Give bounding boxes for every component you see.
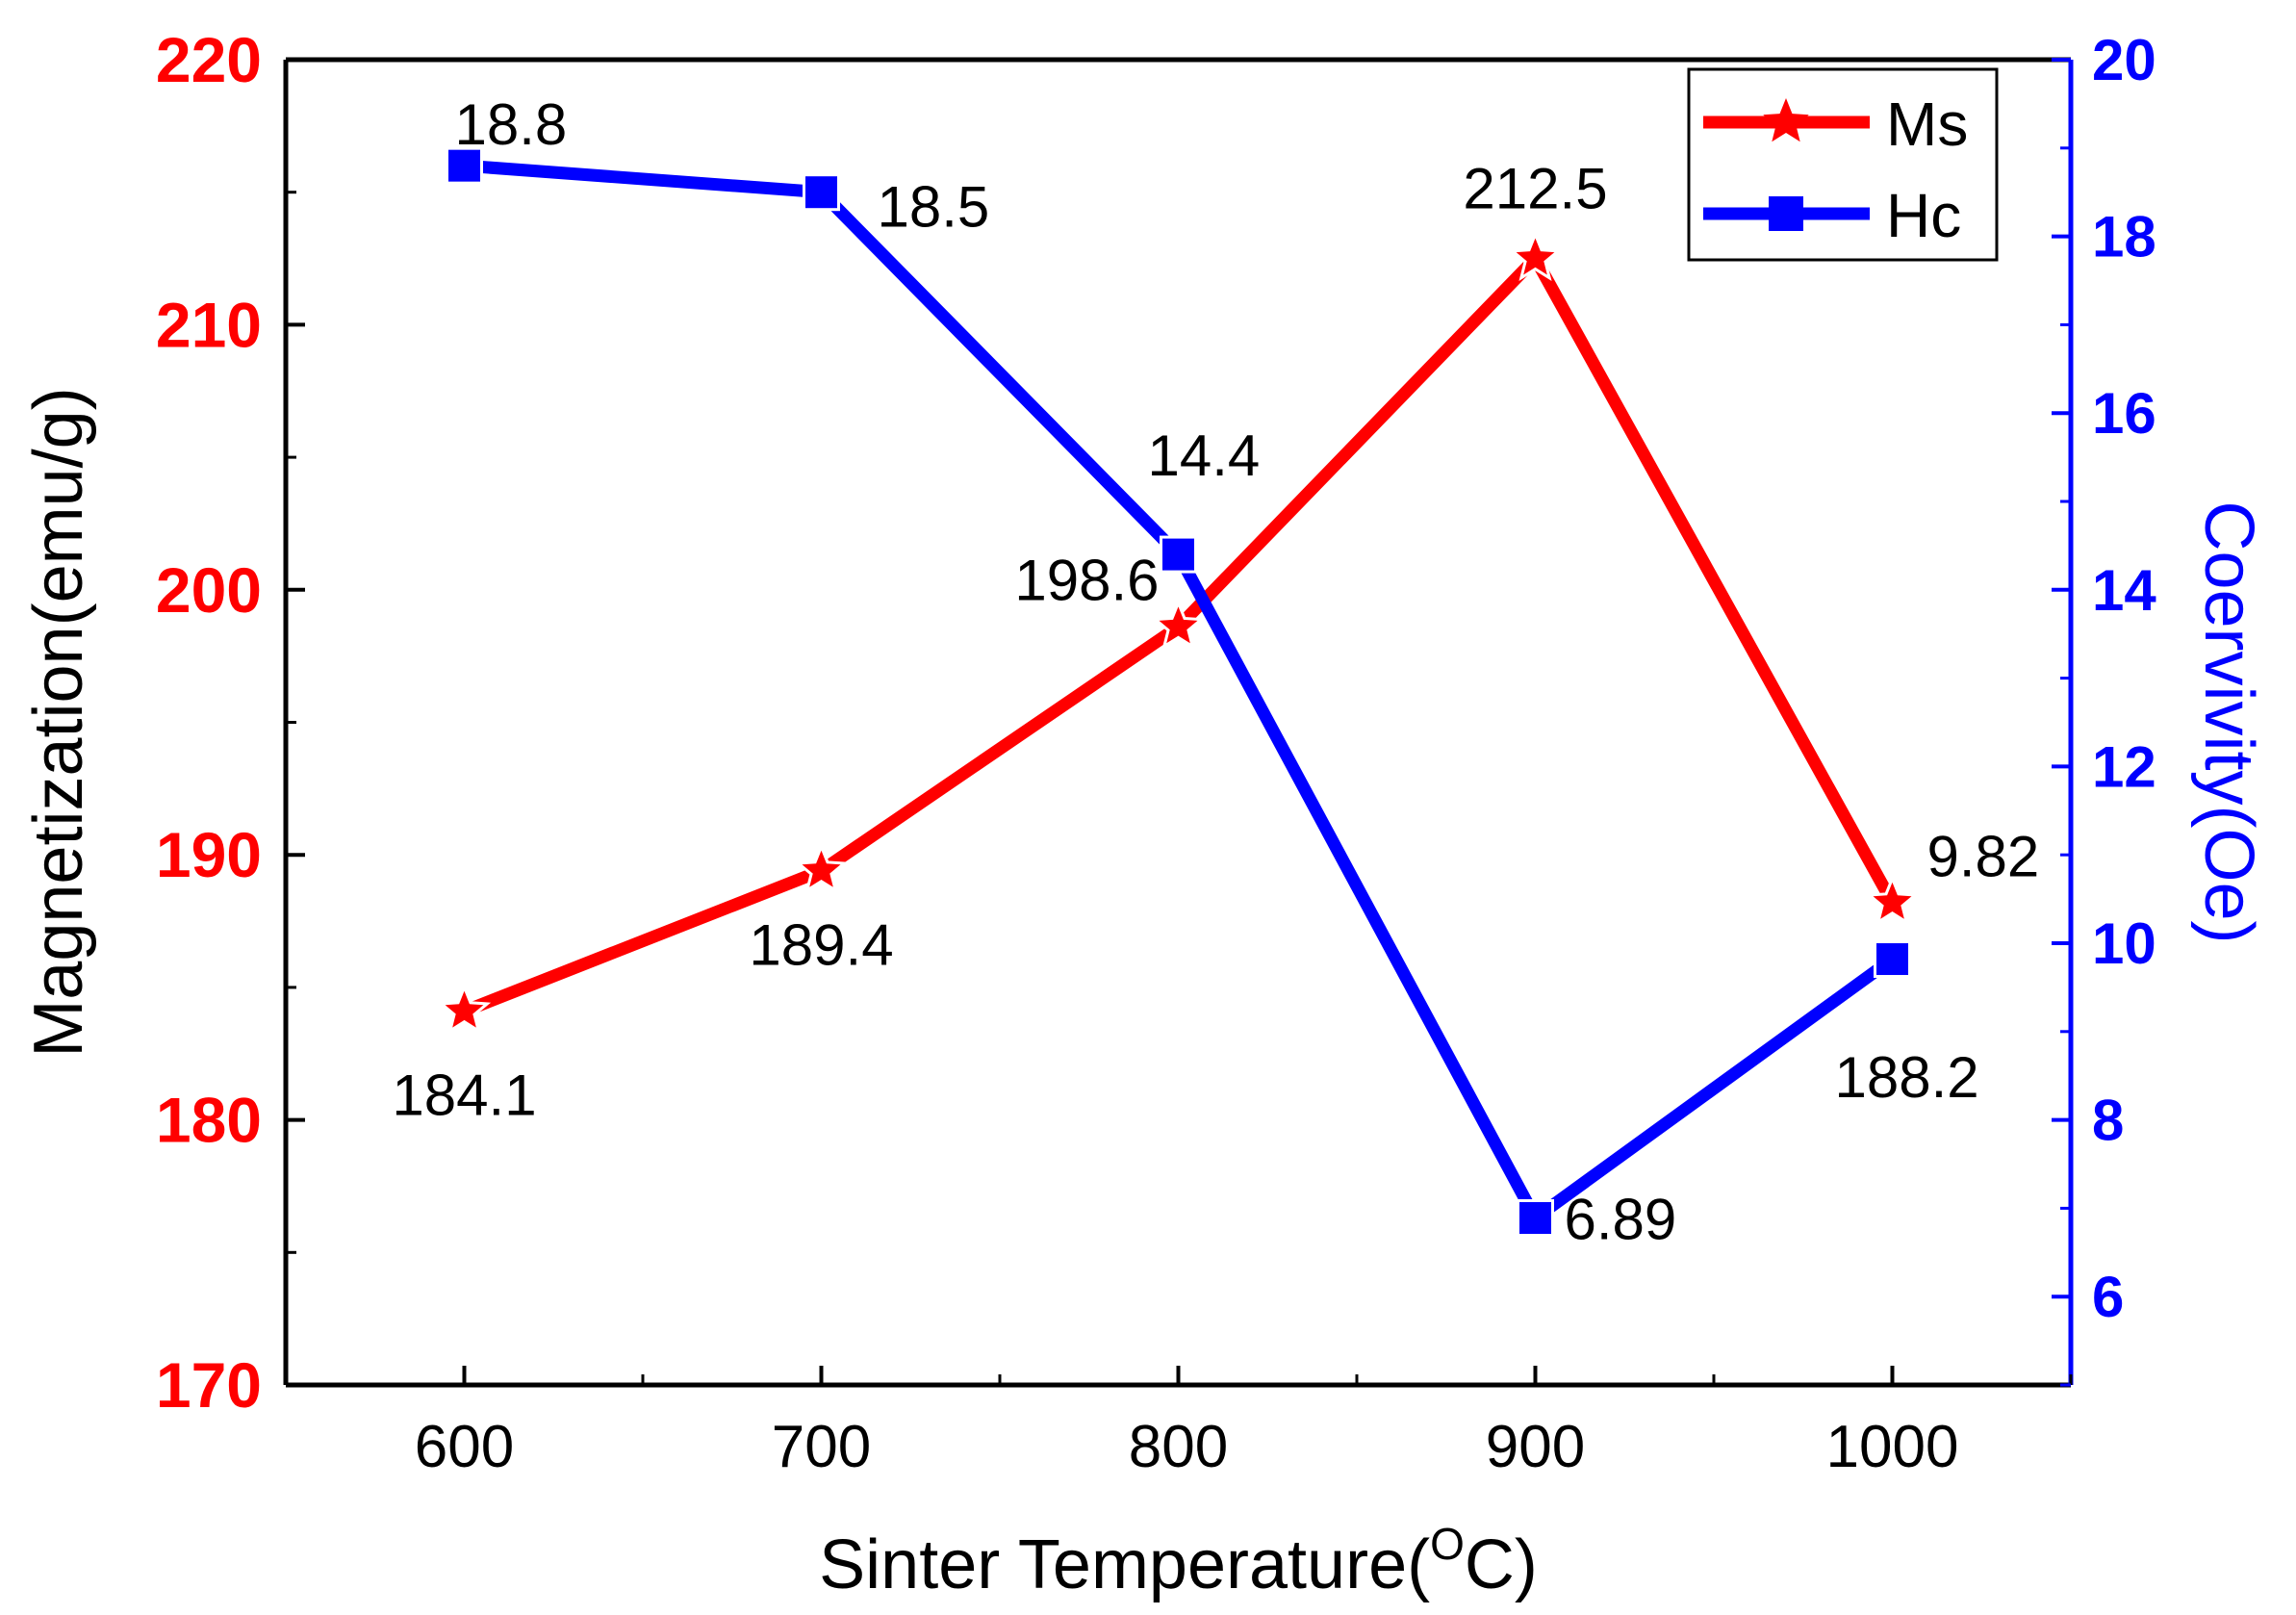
right-y-tick-label: 18 [2092,205,2156,269]
x-tick-label: 1000 [1826,1414,1959,1480]
marker-hc [1874,940,1911,979]
x-axis-title-superscript: O [1430,1519,1465,1569]
data-label-hc: 18.5 [878,175,990,240]
data-label-hc: 18.8 [455,92,568,157]
x-tick-label: 700 [772,1414,871,1480]
right-y-tick-label: 12 [2092,734,2156,799]
series-markers [437,146,1920,1237]
marker-ms [794,842,849,894]
left-y-tick-label: 210 [156,289,262,360]
x-axis-title-suffix: C) [1465,1526,1538,1603]
series-line-hc [464,159,1897,1228]
marker-hc [1517,1198,1554,1237]
data-label-ms: 189.4 [749,913,893,978]
x-tick-label: 800 [1129,1414,1228,1480]
marker-ms [1151,599,1206,650]
x-tick-label: 900 [1486,1414,1585,1480]
legend-label-hc: Hc [1886,181,1961,250]
right-y-tick-label: 8 [2092,1089,2124,1153]
data-label-hc: 6.89 [1565,1187,1677,1251]
left-y-tick-label: 170 [156,1349,262,1421]
marker-hc [446,146,483,185]
marker-ms [1865,874,1920,926]
data-label-ms: 188.2 [1835,1045,1979,1110]
right-y-tick-label: 16 [2092,381,2156,446]
x-axis-title-main: Sinter Temperature( [819,1526,1430,1603]
right-y-tick-label: 20 [2092,28,2156,92]
right-y-tick-label: 6 [2092,1265,2124,1329]
data-label-ms: 212.5 [1463,157,1607,221]
data-label-ms: 198.6 [1014,548,1159,612]
data-label-ms: 184.1 [392,1064,536,1128]
left-y-tick-label: 190 [156,819,262,890]
legend-label-ms: Ms [1886,90,1968,159]
legend: Ms Hc [1687,67,1999,262]
marker-hc [1160,535,1197,574]
right-y-tick-label: 10 [2092,911,2156,976]
marker-hc [803,173,840,212]
marker-ms [1508,230,1563,282]
legend-box [1687,67,1999,262]
right-y-tick-label: 14 [2092,558,2156,623]
left-y-tick-label: 180 [156,1085,262,1156]
left-y-tick-label: 220 [156,24,262,95]
x-axis-title: Sinter Temperature(OC) [819,1519,1538,1603]
x-tick-label: 600 [415,1414,514,1480]
left-y-tick-label: 200 [156,554,262,626]
data-label-hc: 14.4 [1148,423,1261,488]
data-label-hc: 9.82 [1927,825,2040,889]
series-lines [462,159,1899,1228]
right-y-axis-title: Coervivity(Oe) [2190,500,2267,943]
data-labels: 184.1 189.4 198.6 212.5 188.2 18.8 18.5 14.4 6.8… [392,92,2039,1251]
legend-marker-hc [1769,196,1803,231]
axes: 600 700 800 900 1000 170 180 190 200 210 220 6 8 10 12… [20,24,2267,1603]
marker-ms [437,983,492,1035]
legend-marker-ms [1763,98,1809,142]
left-y-axis-title: Magnetization(emu/g) [20,387,97,1057]
